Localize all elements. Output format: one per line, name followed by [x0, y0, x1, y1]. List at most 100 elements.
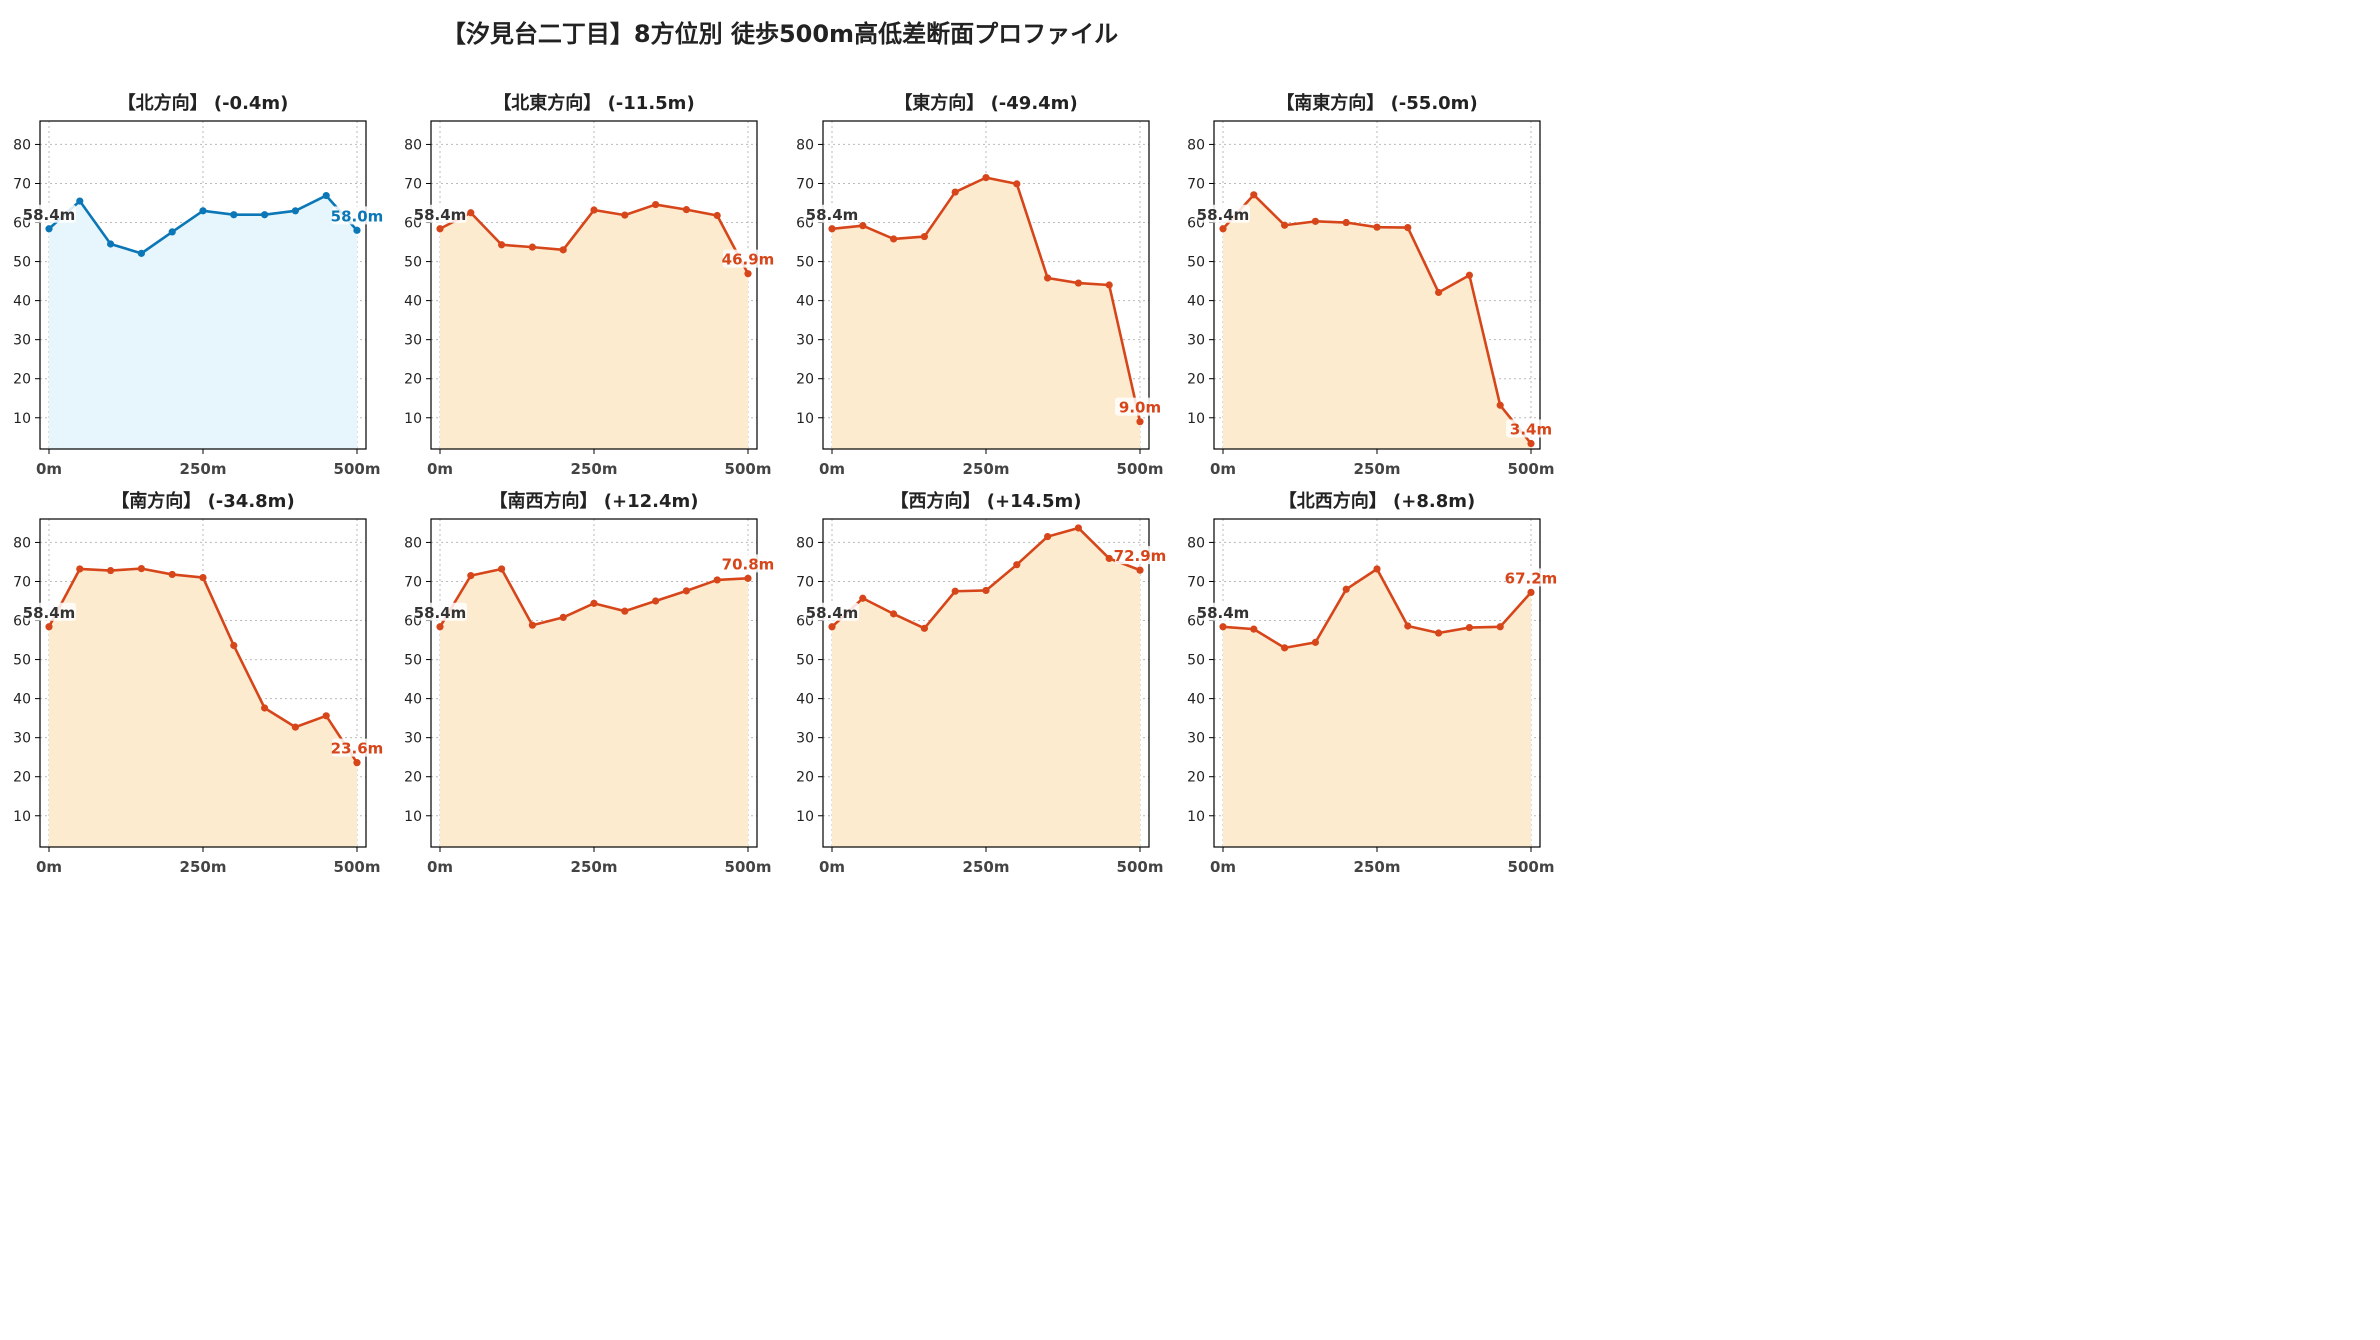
y-tick-label: 10: [13, 411, 31, 427]
start-label: 58.4m: [23, 604, 76, 622]
data-point: [353, 226, 361, 234]
data-point: [682, 587, 691, 595]
y-tick-label: 50: [1187, 255, 1205, 271]
end-label-bg: [723, 249, 775, 268]
x-tick-label: 0m: [819, 858, 845, 876]
start-label: 58.4m: [23, 206, 76, 224]
data-point: [467, 572, 475, 580]
x-tick-label: 250m: [963, 460, 1010, 478]
y-tick-label: 40: [796, 294, 814, 310]
chart-title: 【北西方向】 (+8.8m): [1279, 490, 1475, 512]
data-point: [1250, 625, 1258, 633]
data-point: [621, 607, 629, 615]
start-label: 58.4m: [806, 206, 859, 224]
y-tick-label: 50: [404, 653, 422, 669]
data-point: [621, 211, 629, 219]
data-point: [652, 597, 660, 605]
data-point: [559, 613, 567, 622]
data-point: [713, 211, 721, 220]
start-label: 58.4m: [806, 604, 859, 622]
start-label: 58.4m: [1197, 604, 1250, 622]
y-tick-label: 80: [1187, 137, 1205, 153]
y-tick-label: 20: [1187, 372, 1205, 388]
data-point: [528, 243, 537, 251]
x-tick-label: 250m: [1354, 460, 1401, 478]
data-point: [682, 206, 691, 214]
y-tick-label: 10: [404, 411, 422, 427]
y-tick-label: 80: [1187, 535, 1205, 551]
data-point: [828, 225, 836, 233]
y-tick-label: 30: [1187, 333, 1205, 349]
data-point: [137, 249, 145, 257]
data-point: [920, 232, 929, 241]
data-point: [1281, 644, 1289, 652]
data-point: [1435, 288, 1443, 297]
x-tick-label: 500m: [334, 858, 381, 876]
data-point: [1404, 224, 1412, 232]
data-point: [168, 570, 176, 579]
y-tick-label: 30: [796, 333, 814, 349]
x-tick-label: 250m: [180, 460, 227, 478]
x-tick-label: 500m: [1508, 858, 1555, 876]
y-tick-label: 80: [13, 535, 31, 551]
chart-title: 【北東方向】 (-11.5m): [493, 92, 694, 114]
data-point: [890, 235, 898, 243]
x-tick-label: 500m: [725, 460, 772, 478]
data-point: [1219, 623, 1227, 631]
data-point: [1496, 623, 1504, 631]
y-tick-label: 40: [13, 294, 31, 310]
data-point: [1013, 180, 1021, 188]
data-point: [1311, 217, 1319, 225]
y-tick-label: 70: [13, 574, 31, 590]
data-point: [467, 209, 475, 217]
y-tick-label: 10: [796, 809, 814, 825]
end-label: 58.0m: [331, 207, 384, 225]
data-point: [1105, 281, 1113, 289]
area-fill: [1223, 568, 1531, 847]
area-fill: [1223, 194, 1531, 449]
data-point: [1219, 225, 1227, 233]
area-fill: [440, 204, 748, 449]
data-point: [1074, 524, 1082, 532]
data-point: [982, 174, 990, 182]
data-point: [744, 574, 752, 582]
y-tick-label: 20: [1187, 770, 1205, 786]
data-point: [1105, 554, 1113, 563]
start-label-bg: [807, 204, 859, 223]
y-tick-label: 30: [404, 333, 422, 349]
y-tick-label: 80: [796, 535, 814, 551]
y-tick-label: 40: [404, 294, 422, 310]
y-tick-label: 30: [13, 333, 31, 349]
x-tick-label: 250m: [571, 858, 618, 876]
y-tick-label: 50: [796, 653, 814, 669]
y-tick-label: 70: [404, 574, 422, 590]
start-label-bg: [1198, 602, 1250, 621]
data-point: [322, 712, 330, 720]
y-tick-label: 40: [13, 692, 31, 708]
data-point: [590, 206, 598, 214]
data-point: [1250, 191, 1258, 199]
data-point: [1527, 588, 1535, 597]
data-point: [76, 565, 84, 573]
y-tick-label: 10: [796, 411, 814, 427]
y-tick-label: 20: [13, 770, 31, 786]
y-tick-label: 20: [13, 372, 31, 388]
data-point: [713, 576, 721, 584]
data-point: [261, 211, 269, 219]
data-point: [1136, 566, 1144, 574]
data-point: [559, 246, 567, 254]
y-tick-label: 70: [1187, 574, 1205, 590]
x-tick-label: 250m: [1354, 858, 1401, 876]
y-tick-label: 10: [13, 809, 31, 825]
y-tick-label: 50: [1187, 653, 1205, 669]
x-tick-label: 0m: [36, 858, 62, 876]
data-point: [168, 228, 176, 236]
y-tick-label: 80: [796, 137, 814, 153]
x-tick-label: 0m: [1210, 858, 1236, 876]
area-fill: [832, 527, 1140, 847]
figure-title: 【汐見台二丁目】8方位別 徒歩500m高低差断面プロファイル: [441, 20, 1119, 48]
data-point: [828, 623, 836, 631]
